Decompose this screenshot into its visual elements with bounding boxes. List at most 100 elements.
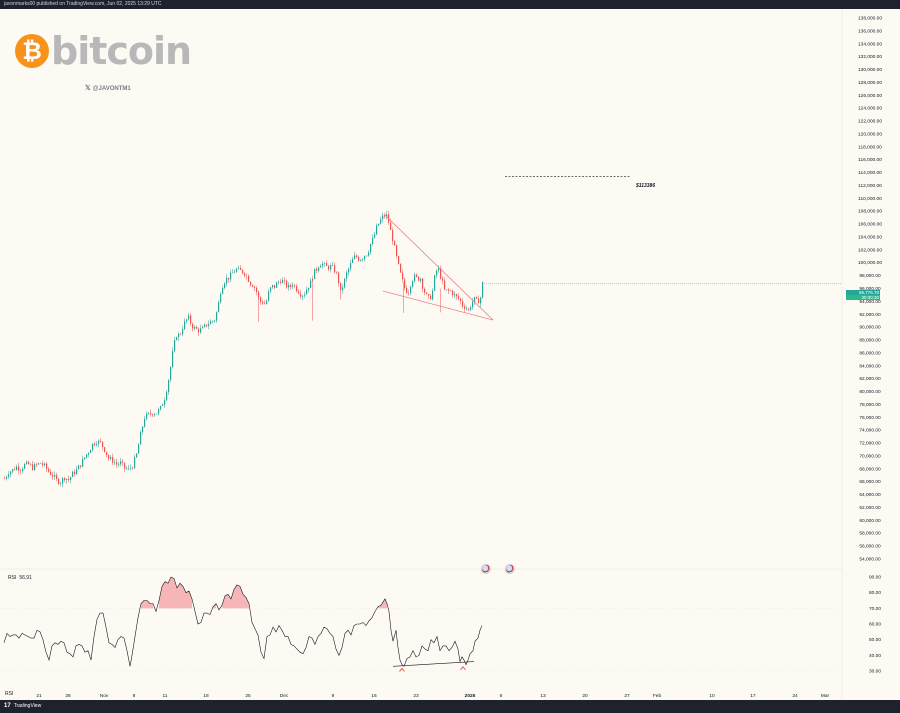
- time-tick-label: Feb: [653, 693, 662, 699]
- candle-body: [366, 255, 368, 257]
- candle-body: [424, 288, 426, 293]
- candle-body: [248, 275, 250, 282]
- time-tick-label: 2025: [465, 693, 476, 699]
- candle-body: [122, 461, 124, 463]
- price-tick-label: 134,000.00: [858, 41, 882, 47]
- price-tick-label: 102,000.00: [858, 247, 882, 253]
- price-tick-label: 116,000.00: [858, 157, 882, 163]
- candle-body: [244, 273, 246, 276]
- candle-body: [342, 287, 344, 290]
- price-tick-label: 86,000.00: [859, 350, 881, 356]
- candle-body: [240, 267, 242, 270]
- candle-body: [200, 328, 202, 333]
- candle-body: [32, 464, 34, 470]
- rsi-tick-label: 70.00: [869, 606, 881, 612]
- candle-body: [204, 324, 206, 327]
- candle-body: [130, 467, 132, 469]
- price-tick-label: 54,000.00: [859, 557, 881, 563]
- candle-body: [108, 455, 110, 459]
- candle-body: [206, 324, 208, 327]
- candle-body: [50, 471, 52, 475]
- candle-body: [408, 292, 410, 294]
- price-tick-label: 94,000.00: [859, 299, 881, 305]
- time-tick-label: 16: [371, 693, 377, 699]
- time-tick-label: 13: [540, 693, 546, 699]
- price-tick-label: 90,000.00: [859, 325, 881, 331]
- candle-body: [262, 301, 264, 304]
- rsi-tick-label: 40.00: [869, 653, 881, 659]
- logo-wordmark: bitcoin: [51, 29, 192, 73]
- candle-body: [418, 276, 420, 281]
- candle-body: [336, 272, 338, 273]
- candle-body: [22, 468, 24, 472]
- price-tick-label: 112,000.00: [858, 183, 882, 189]
- candle-body: [350, 263, 352, 269]
- footer: 17 TradingView: [0, 700, 900, 713]
- rsi-tick-label: 90.00: [869, 575, 881, 581]
- price-tick-label: 104,000.00: [858, 234, 882, 240]
- candle-body: [54, 475, 56, 477]
- price-tick-label: 56,000.00: [859, 544, 881, 550]
- price-tick-label: 78,000.00: [859, 402, 881, 408]
- candle-body: [328, 265, 330, 270]
- last-price-tag: 96,776.78: [846, 290, 880, 295]
- candle-body: [394, 241, 396, 246]
- candle-body: [194, 327, 196, 329]
- candle-body: [440, 268, 442, 279]
- us-flag-event-icon[interactable]: [481, 564, 491, 574]
- candle-body: [310, 280, 312, 288]
- candle-body: [216, 312, 218, 321]
- candle-body: [400, 263, 402, 273]
- candle-body: [174, 340, 176, 352]
- rsi-overbought-fill: [222, 584, 249, 609]
- rsi-overbought-fill: [141, 600, 153, 609]
- candle-body: [374, 234, 376, 238]
- candle-body: [48, 468, 50, 472]
- candle-body: [106, 451, 108, 456]
- candle-body: [480, 297, 482, 304]
- price-tick-label: 64,000.00: [859, 492, 881, 498]
- candle-body: [274, 285, 276, 288]
- candle-body: [356, 255, 358, 257]
- candle-body: [186, 319, 188, 322]
- candle-body: [26, 461, 28, 464]
- bitcoin-logo: ₿ bitcoin: [15, 29, 192, 73]
- time-tick-label: 25: [245, 693, 251, 699]
- candle-body: [298, 291, 300, 294]
- candle-body: [416, 274, 418, 277]
- candle-body: [234, 271, 236, 273]
- price-tick-label: 120,000.00: [858, 131, 882, 137]
- bitcoin-icon: ₿: [15, 34, 49, 68]
- candle-body: [462, 300, 464, 307]
- candle-body: [382, 215, 384, 220]
- candle-body: [80, 465, 82, 467]
- price-tick-label: 72,000.00: [859, 441, 881, 447]
- candle-body: [380, 219, 382, 224]
- rsi-tick-label: 30.00: [869, 669, 881, 675]
- candle-body: [138, 444, 140, 454]
- candle-body: [438, 268, 440, 271]
- price-tick-label: 74,000.00: [859, 428, 881, 434]
- candle-body: [166, 392, 168, 401]
- time-tick-label: 18: [203, 693, 209, 699]
- rsi-legend: RSI 56.91: [5, 575, 32, 581]
- us-flag-event-icon[interactable]: [505, 564, 515, 574]
- candle-body: [88, 453, 90, 455]
- candle-body: [368, 252, 370, 256]
- candle-body: [474, 296, 476, 302]
- rsi-overbought-fill: [159, 577, 192, 609]
- candle-body: [372, 237, 374, 245]
- candle-body: [250, 281, 252, 286]
- chart-area[interactable]: 138,000.00 136,000.00 134,000.00 132,000.00…: [0, 9, 900, 700]
- candle-body: [20, 470, 22, 472]
- time-tick-label: 27: [624, 693, 630, 699]
- price-chart[interactable]: 138,000.00 136,000.00 134,000.00 132,000.00…: [0, 9, 900, 700]
- price-tick-label: 126,000.00: [858, 93, 882, 99]
- candle-body: [406, 288, 408, 293]
- candle-body: [180, 334, 182, 335]
- candle-body: [238, 267, 240, 269]
- candle-body: [246, 275, 248, 277]
- candle-body: [36, 464, 38, 465]
- candle-body: [40, 463, 42, 464]
- candle-body: [392, 229, 394, 242]
